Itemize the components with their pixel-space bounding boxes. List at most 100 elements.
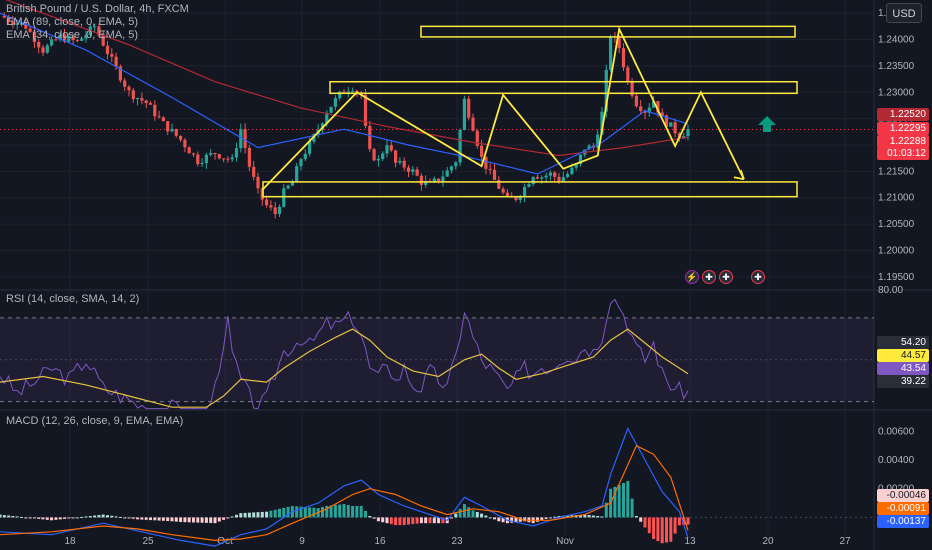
- macd-histogram-bar: [686, 517, 690, 525]
- uk-flag-event-icon[interactable]: ✚: [751, 270, 765, 284]
- macd-histogram-bar: [80, 516, 84, 518]
- macd-histogram-bar: [647, 517, 651, 534]
- candle-body: [273, 207, 277, 215]
- candle-body: [37, 42, 41, 48]
- ema34-legend[interactable]: EMA (34, close, 0, EMA, 5): [6, 29, 139, 41]
- macd-histogram-bar: [660, 517, 664, 544]
- candle-body: [406, 167, 411, 172]
- macd-histogram-bar: [196, 517, 200, 523]
- candle-body: [54, 39, 58, 41]
- macd-histogram-bar: [24, 517, 28, 519]
- macd-histogram-bar: [127, 517, 131, 519]
- macd-histogram-bar: [355, 505, 359, 518]
- lightning-event-icon[interactable]: ⚡: [685, 270, 699, 284]
- rsi-axis-tick-label: 80.00: [878, 285, 903, 296]
- candle-body: [2, 15, 6, 18]
- candle-body: [432, 178, 436, 182]
- candle-body: [570, 167, 574, 175]
- rsi-upper-badge: 54.20: [877, 336, 929, 349]
- macd-histogram-bar: [136, 517, 140, 520]
- candle-body: [209, 153, 213, 155]
- candle-body: [157, 116, 161, 118]
- uk-flag-event-icon[interactable]: ✚: [719, 270, 733, 284]
- symbol-title[interactable]: British Pound / U.S. Dollar, 4h, FXCM: [6, 3, 189, 15]
- candle-body: [372, 149, 376, 161]
- macd-histogram-bar: [424, 517, 428, 524]
- candle-body: [445, 170, 449, 177]
- candle-body: [415, 169, 419, 176]
- macd-histogram-bar: [325, 505, 329, 518]
- candle-body: [19, 23, 24, 25]
- candle-body: [136, 98, 140, 100]
- macd-histogram-bar: [544, 517, 548, 519]
- macd-histogram-bar: [587, 515, 591, 518]
- macd-histogram-bar: [54, 517, 58, 520]
- macd-histogram-bar: [187, 517, 191, 523]
- candle-body: [67, 36, 71, 42]
- ema89-legend[interactable]: EMA (89, close, 0, EMA, 5): [6, 16, 139, 28]
- macd-histogram-bar: [501, 517, 505, 523]
- candle-body: [153, 104, 157, 117]
- candle-body: [170, 129, 174, 132]
- candle-body: [101, 35, 105, 46]
- macd-histogram-bar: [106, 515, 109, 518]
- macd-histogram-bar: [419, 517, 423, 524]
- candle-body: [295, 166, 299, 182]
- macd-histogram-bar: [0, 514, 2, 518]
- rsi-legend-label[interactable]: RSI (14, close, SMA, 14, 2): [6, 293, 140, 305]
- macd-legend-label[interactable]: MACD (12, 26, close, 9, EMA, EMA): [6, 415, 184, 427]
- candle-body: [587, 145, 591, 150]
- candle-body: [398, 160, 402, 163]
- price-axis-tick-label: 1.23500: [878, 61, 915, 72]
- macd-histogram-bar: [140, 517, 144, 520]
- rsi-value-badge: 43.54: [877, 362, 929, 375]
- x-axis-tick-label: 18: [64, 536, 76, 547]
- candle-body: [217, 154, 221, 159]
- candle-body: [256, 176, 260, 189]
- macd-histogram-bar: [265, 511, 269, 518]
- candle-body: [11, 21, 15, 25]
- candle-body: [574, 164, 578, 168]
- rsi-lower-badge: 39.22: [877, 375, 929, 388]
- macd-histogram-bar: [437, 517, 441, 524]
- macd-histogram-bar: [510, 517, 514, 523]
- macd-histogram-bar: [467, 507, 471, 518]
- macd-histogram-bar: [626, 481, 630, 518]
- uk-flag-event-icon[interactable]: ✚: [702, 270, 716, 284]
- candle-body: [385, 145, 389, 154]
- macd-histogram-bar: [333, 505, 337, 518]
- candle-body: [166, 121, 170, 132]
- macd-histogram-bar: [359, 505, 363, 518]
- macd-histogram-bar: [514, 517, 518, 523]
- candle-body: [669, 122, 673, 127]
- macd-histogram-bar: [183, 517, 187, 523]
- macd-histogram-bar: [613, 486, 617, 518]
- macd-histogram-bar: [338, 504, 342, 518]
- ema89-price-badge: 1.22520: [877, 108, 929, 121]
- candle-body: [578, 154, 583, 165]
- candle-body: [540, 177, 544, 179]
- macd-histogram-bar: [553, 516, 557, 518]
- candle-body: [389, 145, 393, 151]
- price-axis-tick-label: 1.20500: [878, 219, 915, 230]
- candle-body: [45, 45, 49, 53]
- candle-body: [329, 106, 333, 113]
- candle-body: [183, 139, 187, 148]
- candle-body: [492, 169, 497, 180]
- macd-histogram-bar: [458, 508, 462, 518]
- candle-body: [647, 107, 651, 113]
- candle-body: [84, 35, 88, 39]
- macd-histogram-bar: [93, 515, 97, 518]
- macd-histogram-bar: [88, 516, 92, 518]
- macd-histogram-bar: [269, 510, 273, 518]
- candle-body: [303, 153, 307, 160]
- macd-histogram-bar: [450, 517, 453, 519]
- candle-body: [338, 91, 342, 99]
- currency-button[interactable]: USD: [886, 3, 922, 23]
- macd-histogram-bar: [295, 506, 299, 518]
- candle-body: [234, 148, 239, 158]
- candle-body: [308, 141, 312, 154]
- candle-body: [557, 176, 561, 182]
- candle-body: [286, 185, 290, 189]
